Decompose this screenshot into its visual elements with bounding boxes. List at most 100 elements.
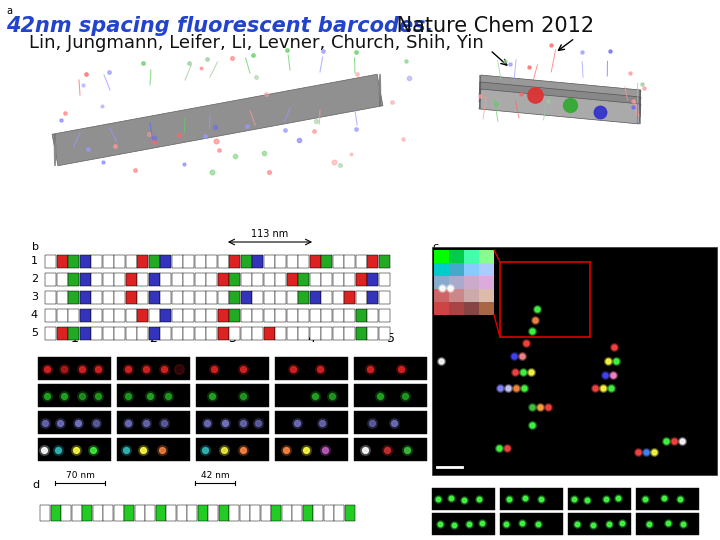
Bar [137,309,148,322]
Point [308,127,320,136]
Bar [240,255,252,268]
Bar [124,505,134,521]
Bar [194,327,206,340]
Text: 2: 2 [150,332,158,345]
Point [122,418,134,427]
Point [493,443,505,452]
Bar [264,273,275,286]
Bar [434,250,449,263]
Point [209,364,220,373]
Bar [206,327,217,340]
Point [534,402,546,411]
Point [73,418,84,427]
Bar [79,309,91,322]
Point [433,519,445,528]
Point [599,370,611,379]
Point [603,519,615,528]
Bar [252,291,264,304]
Bar [333,327,343,340]
Bar [45,309,56,322]
Point [490,100,502,109]
Point [374,391,385,400]
Point [518,368,529,377]
Point [502,384,513,393]
Point [319,445,330,454]
Point [318,46,329,55]
Point [92,364,104,373]
Bar [217,309,229,322]
Bar [379,273,390,286]
Point [350,124,361,133]
Point [199,445,210,454]
Point [388,418,400,427]
Text: 4: 4 [31,310,38,321]
Bar [250,505,260,521]
Bar [379,327,390,340]
Bar [91,309,102,322]
Point [444,284,456,292]
Bar [160,291,171,304]
Bar [287,255,297,268]
Point [449,521,460,529]
Point [174,364,185,373]
Point [98,158,109,166]
Bar [45,273,56,286]
Bar [434,263,449,276]
Bar [434,302,449,315]
Point [435,357,446,366]
Point [130,166,141,174]
Bar [50,505,60,521]
Text: 3: 3 [228,332,236,345]
Point [53,445,64,454]
Bar [367,327,378,340]
Point [328,157,340,166]
Point [120,445,132,454]
Point [359,445,371,454]
Text: 42nm spacing fluorescent barcodes.: 42nm spacing fluorescent barcodes. [6,16,433,36]
Bar [196,438,269,461]
Bar [302,505,312,521]
Bar [298,273,309,286]
Point [220,418,231,427]
Point [317,418,328,427]
Point [519,494,531,502]
Bar [183,255,194,268]
Point [433,519,445,528]
Bar [264,291,275,304]
Bar [117,384,190,407]
Bar [68,255,79,268]
Bar [114,505,124,521]
Point [588,521,599,529]
Text: 1: 1 [71,332,78,345]
Point [92,364,104,373]
Bar [79,327,91,340]
Point [474,495,485,503]
Point [148,138,160,146]
Bar [197,505,207,521]
Point [668,436,680,445]
Bar [292,505,302,521]
Bar [636,513,699,535]
Bar [68,309,79,322]
Point [543,402,554,411]
Bar [449,250,464,263]
Text: Nature Chem 2012: Nature Chem 2012 [390,16,594,36]
Point [526,402,538,411]
Bar [464,289,479,302]
Point [518,384,529,393]
Bar [137,327,148,340]
Bar [171,309,183,322]
Bar [38,411,111,434]
Bar [196,411,269,434]
Point [516,518,528,527]
Bar [137,255,148,268]
Point [502,384,513,393]
Point [648,448,660,456]
Point [624,69,636,77]
Point [445,494,456,502]
Bar [102,291,114,304]
Point [137,445,148,454]
Point [610,357,621,366]
Point [202,55,213,63]
Bar [344,327,355,340]
